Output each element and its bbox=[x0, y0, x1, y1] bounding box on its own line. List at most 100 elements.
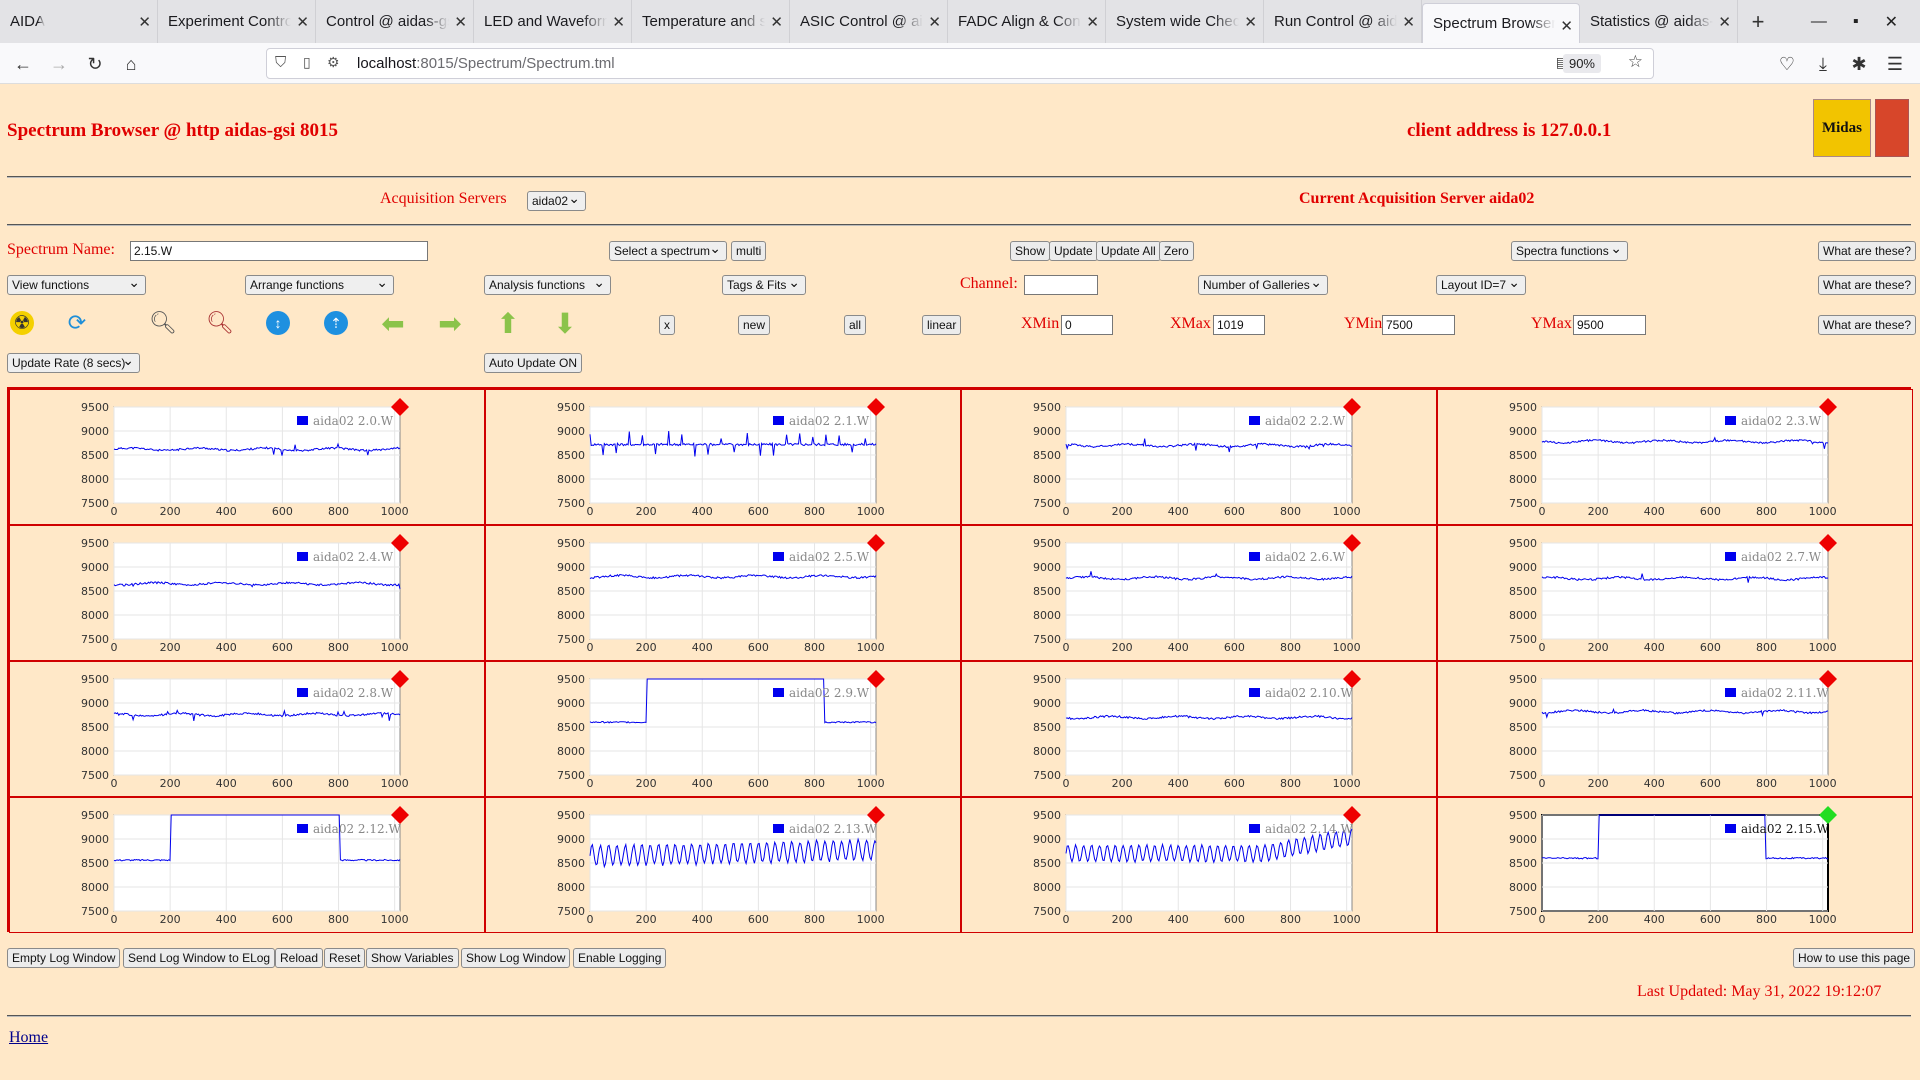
url-text[interactable]: localhost:8015/Spectrum/Spectrum.tml bbox=[357, 55, 615, 72]
expand-vertical-icon[interactable]: ↕ bbox=[263, 308, 293, 338]
back-icon[interactable]: ← bbox=[14, 53, 32, 74]
tab-close-icon[interactable]: ✕ bbox=[454, 14, 467, 31]
xmax-input[interactable]: 1019 bbox=[1213, 315, 1265, 335]
shield-icon[interactable]: ⛉ bbox=[275, 54, 287, 71]
browser-tab-9[interactable]: Spectrum Browser ✕ bbox=[1422, 3, 1580, 43]
acquisition-server-select[interactable]: aida02 bbox=[527, 191, 586, 211]
tab-close-icon[interactable]: ✕ bbox=[1718, 14, 1731, 31]
reload-button[interactable]: Reload bbox=[275, 948, 324, 968]
arrow-right-icon[interactable]: ➡ bbox=[438, 307, 462, 339]
close-window-icon[interactable]: ✕ bbox=[1884, 13, 1898, 31]
spectrum-panel[interactable]: 7500 8000 8500 9000 9500 0 200 400 600 800 1000 aid… bbox=[9, 797, 485, 933]
arrow-down-icon[interactable]: ⬇ bbox=[553, 307, 577, 339]
spectra-functions-dropdown[interactable]: Spectra functions bbox=[1511, 241, 1628, 261]
new-button[interactable]: new bbox=[738, 315, 771, 335]
ymax-input[interactable]: 9500 bbox=[1573, 315, 1646, 335]
new-tab-button[interactable]: + bbox=[1751, 8, 1765, 34]
layout-dropdown[interactable]: Layout ID=7 bbox=[1436, 275, 1526, 295]
update-rate-dropdown[interactable]: Update Rate (8 secs) bbox=[7, 353, 140, 373]
spectrum-panel[interactable]: 7500 8000 8500 9000 9500 0 200 400 600 800 1000 aid… bbox=[485, 389, 961, 525]
select-spectrum-dropdown[interactable]: Select a spectrum bbox=[609, 241, 727, 261]
extensions-icon[interactable]: ✱ bbox=[1851, 53, 1867, 74]
zoom-in-icon[interactable]: 🔍︎ bbox=[149, 310, 177, 335]
home-icon[interactable]: ⌂ bbox=[125, 53, 137, 74]
x-button[interactable]: x bbox=[659, 315, 675, 335]
spectrum-panel[interactable]: 7500 8000 8500 9000 9500 0 200 400 600 800 1000 aid… bbox=[961, 661, 1437, 797]
tab-close-icon[interactable]: ✕ bbox=[1402, 14, 1415, 31]
spectrum-panel[interactable]: 7500 8000 8500 9000 9500 0 200 400 600 800 1000 aid… bbox=[961, 797, 1437, 933]
spectrum-name-input[interactable]: 2.15.W bbox=[130, 241, 428, 261]
spectrum-panel[interactable]: 7500 8000 8500 9000 9500 0 200 400 600 800 1000 aid… bbox=[961, 389, 1437, 525]
browser-tab-1[interactable]: Experiment Control ✕ bbox=[158, 0, 316, 43]
view-functions-dropdown[interactable]: View functions bbox=[7, 275, 146, 295]
browser-tab-3[interactable]: LED and Waveforms ✕ bbox=[474, 0, 632, 43]
spectrum-panel[interactable]: 7500 8000 8500 9000 9500 0 200 400 600 800 1000 aid… bbox=[485, 525, 961, 661]
update-button[interactable]: Update bbox=[1049, 241, 1098, 261]
what-are-these-button-1[interactable]: What are these? bbox=[1818, 241, 1917, 261]
tab-close-icon[interactable]: ✕ bbox=[770, 14, 783, 31]
show-button[interactable]: Show bbox=[1010, 241, 1051, 261]
spectrum-panel[interactable]: 7500 8000 8500 9000 9500 0 200 400 600 800 1000 aid… bbox=[485, 797, 961, 933]
minimize-icon[interactable]: — bbox=[1810, 12, 1827, 30]
tab-close-icon[interactable]: ✕ bbox=[928, 14, 941, 31]
tags-fits-dropdown[interactable]: Tags & Fits bbox=[722, 275, 806, 295]
refresh-icon[interactable]: ⟳ bbox=[67, 310, 87, 335]
tab-close-icon[interactable]: ✕ bbox=[138, 14, 151, 31]
browser-tab-7[interactable]: System wide Checks ✕ bbox=[1106, 0, 1264, 43]
channel-input[interactable] bbox=[1024, 275, 1098, 295]
zero-button[interactable]: Zero bbox=[1159, 241, 1194, 261]
spectrum-panel[interactable]: 7500 8000 8500 9000 9500 0 200 400 600 800 1000 aid… bbox=[485, 661, 961, 797]
update-all-button[interactable]: Update All bbox=[1096, 241, 1161, 261]
what-are-these-button-2[interactable]: What are these? bbox=[1818, 275, 1917, 295]
zoom-out-icon[interactable]: 🔍︎ bbox=[206, 310, 234, 335]
menu-icon[interactable]: ☰ bbox=[1886, 53, 1904, 74]
spectrum-panel[interactable]: 7500 8000 8500 9000 9500 0 200 400 600 800 1000 aid… bbox=[1437, 797, 1913, 933]
pocket-icon[interactable]: ♡ bbox=[1778, 53, 1796, 74]
maximize-icon[interactable]: ▪ bbox=[1852, 12, 1859, 30]
compress-vertical-icon[interactable]: ⇡ bbox=[321, 308, 351, 338]
tab-close-icon[interactable]: ✕ bbox=[1244, 14, 1257, 31]
reload-icon[interactable]: ↻ bbox=[87, 53, 103, 74]
downloads-icon[interactable]: ⤓ bbox=[1819, 53, 1827, 74]
empty-log-button[interactable]: Empty Log Window bbox=[7, 948, 121, 968]
home-link[interactable]: Home bbox=[9, 1029, 49, 1046]
tab-close-icon[interactable]: ✕ bbox=[1086, 14, 1099, 31]
spectrum-panel[interactable]: 7500 8000 8500 9000 9500 0 200 400 600 800 1000 aid… bbox=[1437, 525, 1913, 661]
all-button[interactable]: all bbox=[844, 315, 867, 335]
tab-close-icon[interactable]: ✕ bbox=[612, 14, 625, 31]
browser-tab-10[interactable]: Statistics @ aidas-gsi ✕ bbox=[1580, 0, 1738, 43]
what-are-these-button-3[interactable]: What are these? bbox=[1818, 315, 1917, 335]
spectrum-panel[interactable]: 7500 8000 8500 9000 9500 0 200 400 600 800 1000 aid… bbox=[9, 661, 485, 797]
reset-button[interactable]: Reset bbox=[324, 948, 366, 968]
linear-button[interactable]: linear bbox=[922, 315, 962, 335]
browser-tab-6[interactable]: FADC Align & Control ✕ bbox=[948, 0, 1106, 43]
arrow-left-icon[interactable]: ⬅ bbox=[381, 307, 405, 339]
analysis-functions-dropdown[interactable]: Analysis functions bbox=[484, 275, 611, 295]
enable-logging-button[interactable]: Enable Logging bbox=[573, 948, 667, 968]
send-log-button[interactable]: Send Log Window to ELog bbox=[123, 948, 276, 968]
browser-tab-4[interactable]: Temperature and status ✕ bbox=[632, 0, 790, 43]
auto-update-button[interactable]: Auto Update ON bbox=[484, 353, 583, 373]
arrange-functions-dropdown[interactable]: Arrange functions bbox=[245, 275, 394, 295]
permissions-icon[interactable]: ⚙ bbox=[327, 54, 340, 70]
zoom-level[interactable]: 90% bbox=[1562, 54, 1601, 73]
browser-tab-2[interactable]: Control @ aidas-gsi ✕ bbox=[316, 0, 474, 43]
xmin-input[interactable]: 0 bbox=[1061, 315, 1113, 335]
bookmark-star-icon[interactable]: ☆ bbox=[1627, 52, 1643, 71]
browser-tab-5[interactable]: ASIC Control @ aidas ✕ bbox=[790, 0, 948, 43]
radiation-icon[interactable]: ☢ bbox=[7, 308, 37, 338]
tab-close-icon[interactable]: ✕ bbox=[296, 14, 309, 31]
browser-tab-8[interactable]: Run Control @ aidas ✕ bbox=[1264, 0, 1422, 43]
browser-tab-0[interactable]: AIDA ✕ bbox=[0, 0, 158, 43]
forward-icon[interactable]: → bbox=[50, 53, 68, 74]
spectrum-panel[interactable]: 7500 8000 8500 9000 9500 0 200 400 600 800 1000 aid… bbox=[961, 525, 1437, 661]
multi-button[interactable]: multi bbox=[731, 241, 767, 261]
show-variables-button[interactable]: Show Variables bbox=[366, 948, 459, 968]
spectrum-panel[interactable]: 7500 8000 8500 9000 9500 0 200 400 600 800 1000 aid… bbox=[9, 389, 485, 525]
spectrum-panel[interactable]: 7500 8000 8500 9000 9500 0 200 400 600 800 1000 aid… bbox=[9, 525, 485, 661]
url-bar[interactable]: ⛉ ▯ ⚙ localhost:8015/Spectrum/Spectrum.t… bbox=[266, 48, 1654, 79]
show-log-button[interactable]: Show Log Window bbox=[461, 948, 571, 968]
number-of-galleries-dropdown[interactable]: Number of Galleries bbox=[1198, 275, 1328, 295]
spectrum-panel[interactable]: 7500 8000 8500 9000 9500 0 200 400 600 800 1000 aid… bbox=[1437, 389, 1913, 525]
how-to-use-button[interactable]: How to use this page bbox=[1793, 948, 1916, 968]
